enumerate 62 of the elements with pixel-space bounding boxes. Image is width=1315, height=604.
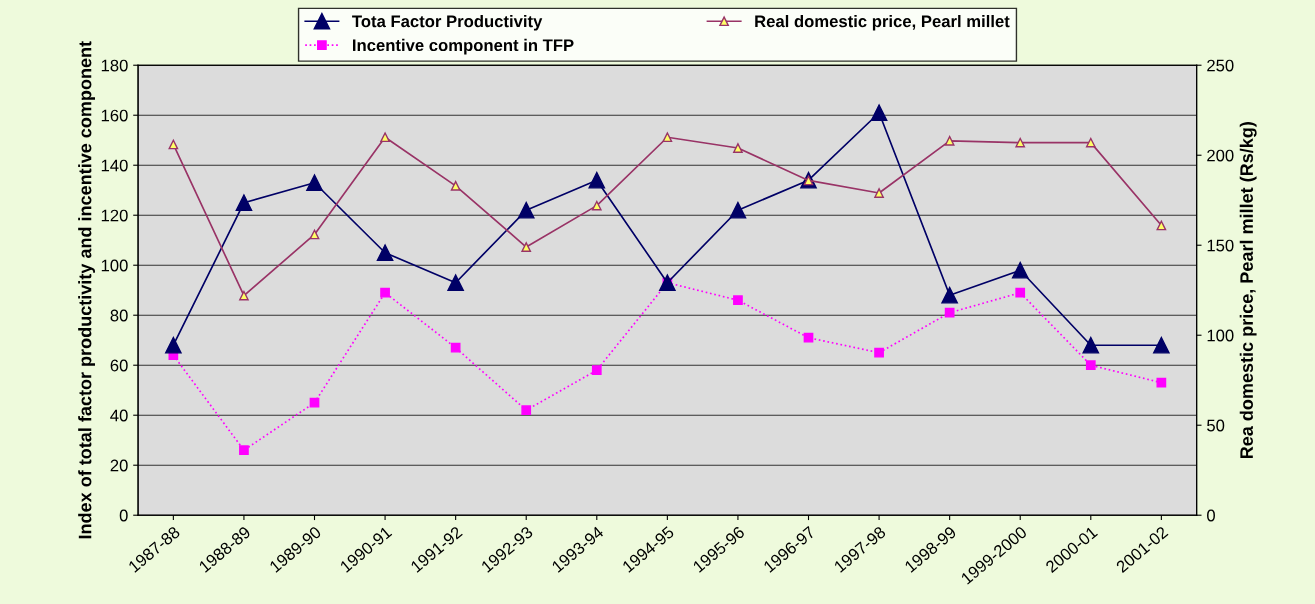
y2-tick-label: 150 <box>1207 239 1234 252</box>
y2-axis-title: Rea domestic price, Pearl millet (Rs/kg) <box>1239 122 1257 459</box>
point <box>239 290 249 301</box>
y2-tick-label: 50 <box>1207 419 1225 432</box>
point <box>447 274 464 292</box>
point <box>588 171 606 189</box>
point <box>729 201 747 219</box>
point <box>380 287 390 298</box>
point <box>168 139 179 150</box>
point <box>941 286 958 304</box>
y-tick-label: 60 <box>110 359 128 372</box>
point <box>733 143 743 153</box>
point <box>376 244 394 262</box>
point <box>591 365 602 376</box>
point <box>1156 220 1167 231</box>
point <box>306 174 323 192</box>
point <box>1153 336 1170 354</box>
y2-tick-label: 200 <box>1207 149 1234 162</box>
point <box>450 180 461 191</box>
legend-label: Real domestic price, Pearl millet <box>755 15 1010 31</box>
legend-label: Tota Factor Productivity <box>352 15 543 31</box>
point <box>309 397 320 408</box>
point <box>733 295 743 306</box>
point <box>239 445 249 456</box>
point <box>165 336 182 354</box>
y2-tick-label: 100 <box>1207 329 1234 342</box>
point <box>1085 360 1096 371</box>
y2-tick-label: 250 <box>1207 59 1234 72</box>
y-axis-title: Index of total factor productivity and incentive component <box>78 41 95 539</box>
y-tick-label: 0 <box>119 509 128 522</box>
point <box>874 188 884 198</box>
point <box>874 347 884 358</box>
y-tick-label: 160 <box>101 109 128 122</box>
point <box>517 201 535 219</box>
point <box>870 104 888 122</box>
point <box>1082 336 1100 354</box>
point <box>662 132 673 143</box>
point <box>450 342 461 353</box>
point <box>1011 261 1029 279</box>
point <box>521 242 532 252</box>
point <box>1085 137 1096 148</box>
point <box>944 135 955 146</box>
point <box>521 405 532 416</box>
point <box>380 132 390 143</box>
point <box>944 307 955 318</box>
y-tick-label: 140 <box>101 159 128 172</box>
point <box>1015 287 1026 298</box>
point <box>1156 377 1167 388</box>
y-tick-label: 80 <box>110 309 128 322</box>
point <box>591 200 602 211</box>
point <box>309 229 320 240</box>
point <box>659 274 676 292</box>
point <box>1015 137 1026 148</box>
y2-tick-label: 0 <box>1207 509 1215 522</box>
point <box>803 332 814 343</box>
point <box>235 194 253 212</box>
y-tick-label: 40 <box>110 409 128 422</box>
legend-label: Incentive component in TFP <box>353 38 574 55</box>
y-tick-label: 20 <box>110 459 128 472</box>
y-tick-label: 180 <box>101 59 128 72</box>
y-tick-label: 100 <box>101 259 128 272</box>
y-tick-label: 120 <box>101 209 128 222</box>
